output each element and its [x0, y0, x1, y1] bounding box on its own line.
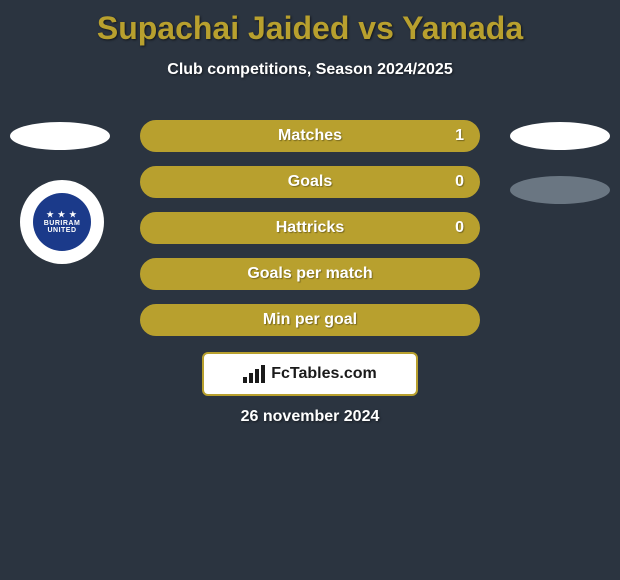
stat-value-right: 1 — [455, 127, 464, 145]
source-site-label: FcTables.com — [271, 365, 377, 383]
stat-row: Goals 0 — [140, 166, 480, 198]
stat-label: Matches — [278, 127, 342, 145]
stat-bars: Matches 1 Goals 0 Hattricks 0 Goals per … — [140, 120, 480, 350]
comparison-infographic: Supachai Jaided vs Yamada Club competiti… — [0, 0, 620, 580]
stat-value-right: 0 — [455, 173, 464, 191]
club-badge: ★ ★ ★ BURIRAM UNITED — [20, 180, 104, 264]
club-badge-line2: UNITED — [47, 227, 76, 234]
player-left-marker — [10, 122, 110, 150]
page-subtitle: Club competitions, Season 2024/2025 — [0, 61, 620, 79]
stat-row: Matches 1 — [140, 120, 480, 152]
stat-row: Hattricks 0 — [140, 212, 480, 244]
club-badge-stars: ★ ★ ★ — [47, 210, 78, 219]
player-right-marker — [510, 122, 610, 150]
club-badge-inner: ★ ★ ★ BURIRAM UNITED — [33, 193, 91, 251]
page-title: Supachai Jaided vs Yamada — [0, 0, 620, 47]
stat-label: Goals — [288, 173, 332, 191]
stat-label: Hattricks — [276, 219, 344, 237]
stat-label: Min per goal — [263, 311, 357, 329]
stat-value-right: 0 — [455, 219, 464, 237]
date-label: 26 november 2024 — [0, 408, 620, 426]
club-badge-line1: BURIRAM — [44, 220, 81, 227]
stat-row: Goals per match — [140, 258, 480, 290]
source-site-box: FcTables.com — [202, 352, 418, 396]
stat-label: Goals per match — [247, 265, 372, 283]
bar-chart-icon — [243, 365, 265, 383]
stat-row: Min per goal — [140, 304, 480, 336]
player-right-marker-2 — [510, 176, 610, 204]
